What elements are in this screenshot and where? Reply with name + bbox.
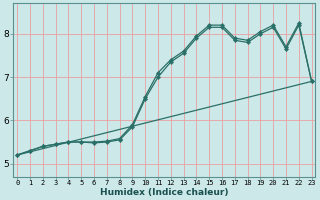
X-axis label: Humidex (Indice chaleur): Humidex (Indice chaleur) [100,188,229,197]
